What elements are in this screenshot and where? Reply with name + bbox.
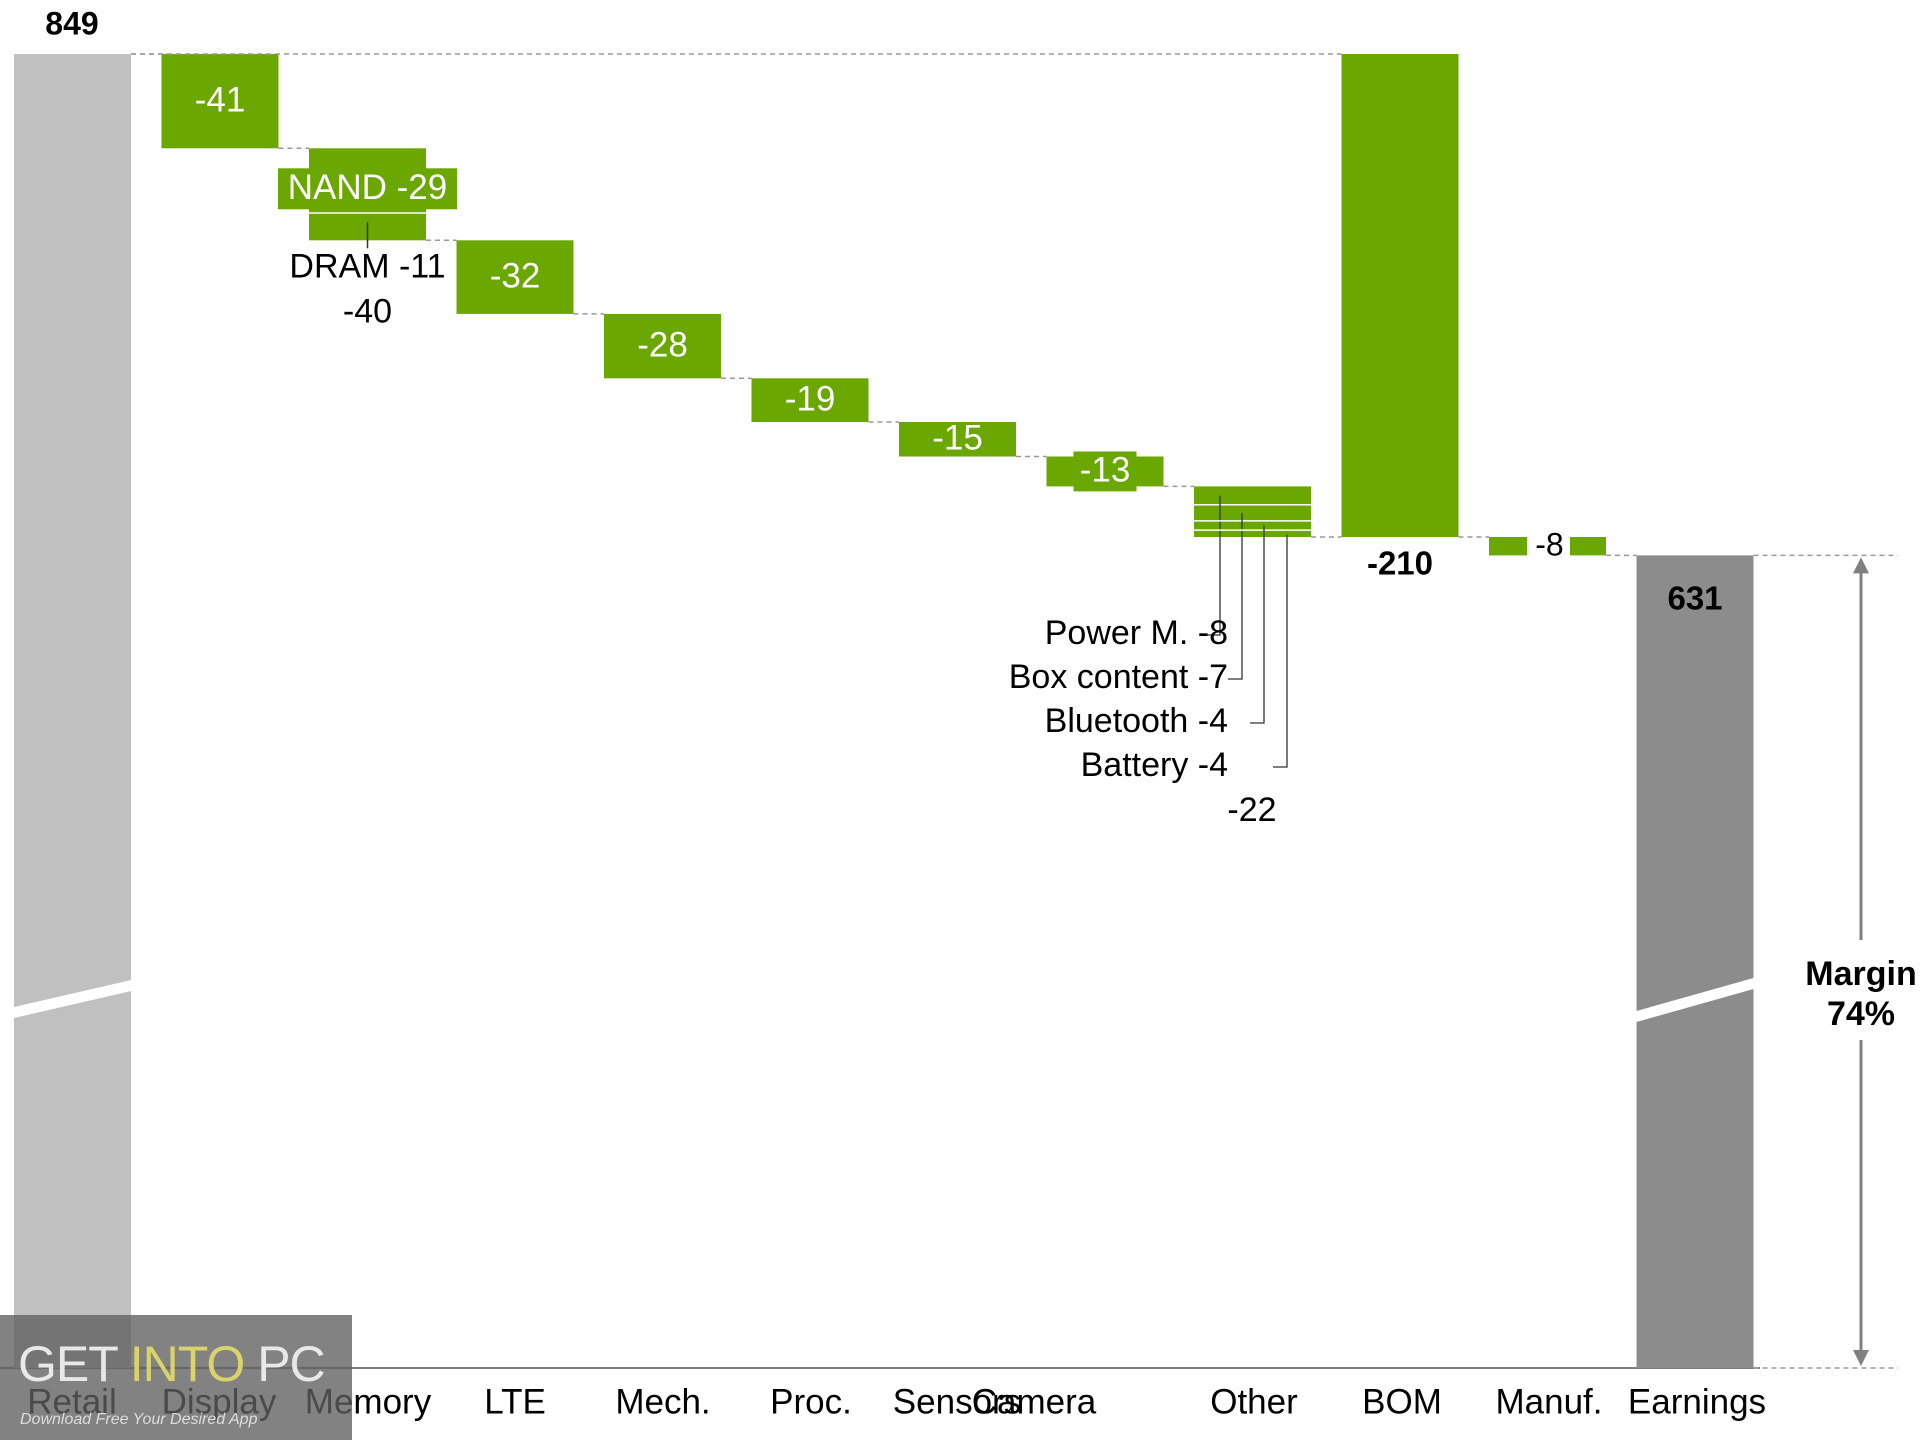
label-lte: -32 [490, 256, 541, 295]
margin-arrowhead-up [1853, 557, 1869, 574]
label-margin: Margin [1805, 955, 1916, 993]
label-camera: -13 [1080, 451, 1131, 490]
other-leader-3 [1250, 525, 1265, 724]
margin-arrowhead-down [1853, 1350, 1869, 1366]
tick-label-lte: LTE [484, 1382, 546, 1421]
bar-manuf-left [1489, 537, 1527, 556]
label-dram: DRAM -11 [289, 247, 445, 285]
bar-sensors [899, 422, 1016, 457]
other-leader-2 [1228, 512, 1243, 680]
label-other-total: -22 [1227, 791, 1276, 829]
label-memory-total: -40 [343, 292, 392, 330]
watermark-title: GET INTO PC [18, 1335, 326, 1393]
tick-label-sensors: Sensors [893, 1382, 1021, 1421]
label-display: -41 [195, 80, 246, 119]
label-sensors: -15 [932, 419, 983, 458]
watermark-into: INTO [129, 1336, 246, 1392]
watermark-subtitle: Download Free Your Desired App [20, 1411, 258, 1428]
tick-label-manuf: Manuf. [1496, 1382, 1603, 1421]
watermark-get: GET [18, 1336, 130, 1392]
bar-lte [456, 240, 574, 314]
tick-label-other: Other [1210, 1382, 1298, 1421]
label-mech: -28 [637, 325, 688, 364]
axis-break-retail [14, 980, 131, 1018]
tick-label-camera: Camera [972, 1382, 1097, 1421]
other-leader-4 [1273, 534, 1288, 768]
bar-other [1194, 486, 1311, 537]
bar-mech [604, 313, 721, 379]
label-battery: Battery -4 [1081, 746, 1228, 784]
label-manuf: -8 [1535, 527, 1563, 563]
label-nand: NAND -29 [288, 168, 447, 207]
bar-camera-tab [1073, 451, 1137, 492]
watermark: GET INTO PC Download Free Your Desired A… [0, 1315, 352, 1440]
label-earnings-value: 631 [1667, 580, 1722, 617]
bar-display [161, 54, 279, 149]
bar-proc [751, 378, 869, 422]
label-proc: -19 [785, 379, 836, 418]
tick-label-bom: BOM [1362, 1382, 1442, 1421]
tick-label-proc: Proc. [770, 1382, 852, 1421]
label-bom: -210 [1367, 545, 1433, 582]
bar-earnings [1636, 555, 1754, 1368]
bar-manuf-right [1570, 537, 1606, 556]
other-leader-1 [1206, 495, 1221, 636]
axis-break-earnings [1636, 978, 1754, 1022]
label-power-m: Power M. -8 [1045, 614, 1228, 652]
bar-memory-nand-tab [278, 168, 457, 210]
label-bluetooth: Bluetooth -4 [1045, 702, 1228, 740]
tick-label-mech: Mech. [615, 1382, 710, 1421]
watermark-pc: PC [244, 1336, 325, 1392]
label-margin-percent: 74% [1827, 995, 1895, 1033]
bar-retail [14, 54, 131, 1368]
bar-bom [1341, 54, 1459, 537]
label-box-content: Box content -7 [1009, 658, 1228, 696]
tick-label-earnings: Earnings [1628, 1382, 1766, 1421]
label-retail-value: 849 [45, 5, 98, 41]
